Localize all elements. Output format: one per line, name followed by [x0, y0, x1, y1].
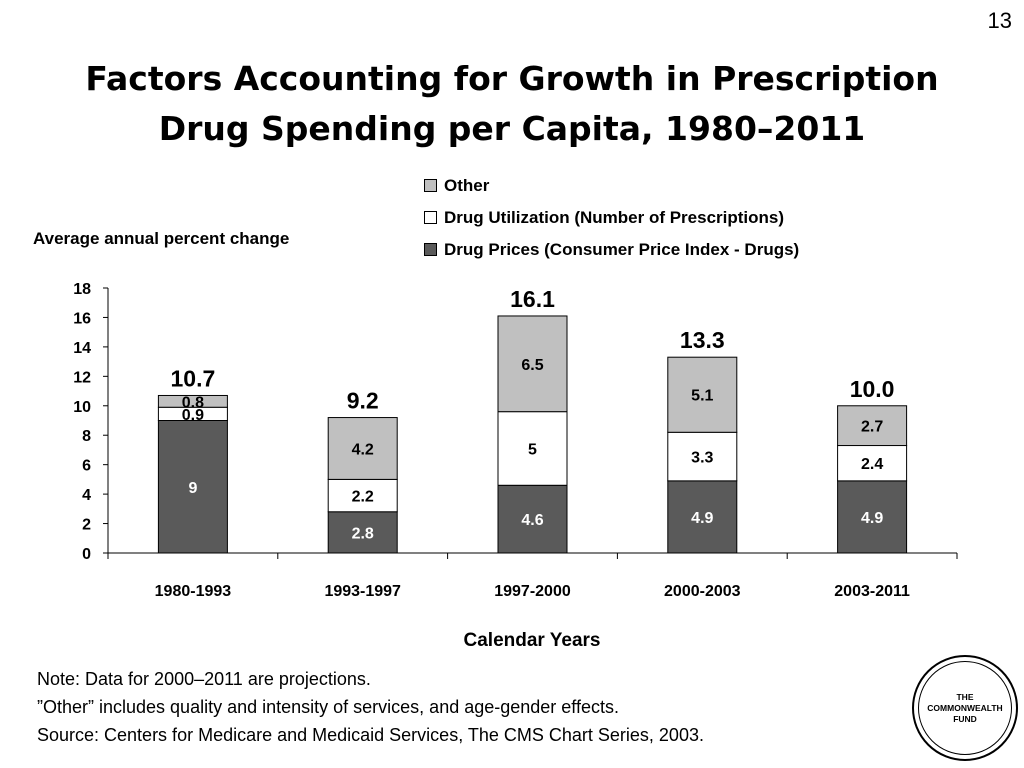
bar-value-label: 6.5 — [521, 357, 543, 374]
y-tick-label: 8 — [82, 428, 91, 445]
bar-segment — [837, 480, 908, 554]
legend-label-drug-utilization: Drug Utilization (Number of Prescription… — [444, 208, 785, 227]
bar-segment — [667, 356, 738, 433]
bar-segment — [327, 511, 398, 554]
y-axis-label: Average annual percent change — [33, 229, 290, 248]
bar-total-label: 16.1 — [510, 286, 555, 312]
x-axis-title: Calendar Years — [464, 630, 601, 651]
bar-total-label: 10.7 — [171, 365, 216, 391]
chart-title: Factors Accounting for Growth in Prescri… — [0, 54, 1024, 154]
bar-value-label: 0.9 — [182, 407, 204, 424]
bar-value-label: 2.7 — [861, 419, 883, 436]
y-tick-label: 10 — [73, 399, 91, 416]
bar-value-label: 5 — [528, 441, 537, 458]
y-tick-label: 18 — [73, 281, 91, 298]
y-tick-label: 2 — [82, 517, 91, 534]
bar-value-label: 4.6 — [521, 512, 543, 529]
note-projections: Note: Data for 2000–2011 are projections… — [37, 669, 371, 689]
bar-segment — [157, 420, 228, 554]
bar-value-label: 2.8 — [352, 525, 374, 542]
bar-value-label: 4.9 — [861, 510, 883, 527]
bar-segment — [837, 405, 908, 447]
legend-swatch-other — [424, 179, 437, 192]
y-tick-label: 12 — [73, 369, 91, 386]
bar-value-label: 4.9 — [691, 510, 713, 527]
bar-value-label: 2.2 — [352, 489, 374, 506]
bar-total-label: 13.3 — [680, 327, 725, 353]
bar-value-label: 0.8 — [182, 394, 204, 411]
bar-value-label: 5.1 — [691, 388, 713, 405]
bar-segment — [327, 478, 398, 513]
bar-value-label: 2.4 — [861, 456, 883, 473]
title-line-2: Drug Spending per Capita, 1980–2011 — [158, 109, 866, 148]
x-category-label: 1980-1993 — [155, 583, 232, 600]
bar-segment — [327, 417, 398, 480]
notes: Note: Data for 2000–2011 are projections… — [37, 665, 704, 749]
commonwealth-fund-logo: THE COMMONWEALTH FUND — [912, 655, 1018, 761]
x-category-label: 1997-2000 — [494, 583, 571, 600]
slide-number: 13 — [987, 8, 1012, 33]
stacked-bar-chart: 0 2 4 6 8 10 12 14 16 18 9 0.90.8 10.7 1980-1993 2.8 2.… — [73, 281, 958, 651]
legend-label-other: Other — [444, 176, 490, 195]
title-line-1: Factors Accounting for Growth in Prescri… — [85, 59, 939, 98]
x-category-label: 1993-1997 — [324, 583, 401, 600]
bar-total-label: 9.2 — [347, 388, 379, 414]
note-source: Source: Centers for Medicare and Medicai… — [37, 725, 704, 745]
y-tick-label: 4 — [82, 487, 91, 504]
y-tick-label: 6 — [82, 458, 91, 475]
x-category-label: 2000-2003 — [664, 583, 741, 600]
logo-inner-ring: THE COMMONWEALTH FUND — [918, 661, 1012, 755]
logo-text: THE COMMONWEALTH FUND — [927, 691, 1003, 724]
bar-segment — [667, 480, 738, 554]
bar-total-label: 10.0 — [850, 376, 895, 402]
bar-value-label: 4.2 — [352, 441, 374, 458]
legend-swatch-drug-prices — [424, 243, 437, 256]
y-tick-label: 0 — [82, 546, 91, 563]
y-tick-label: 14 — [73, 340, 91, 357]
bar-value-label: 3.3 — [691, 450, 713, 467]
bar-segment — [157, 394, 228, 408]
bar-value-label: 9 — [188, 480, 197, 497]
y-tick-label: 16 — [73, 310, 91, 327]
bar-segment — [497, 315, 568, 413]
legend-swatch-drug-utilization — [424, 211, 437, 224]
note-other-definition: ”Other” includes quality and intensity o… — [37, 697, 619, 717]
legend-label-drug-prices: Drug Prices (Consumer Price Index - Drug… — [444, 240, 800, 259]
x-category-label: 2003-2011 — [834, 583, 910, 600]
